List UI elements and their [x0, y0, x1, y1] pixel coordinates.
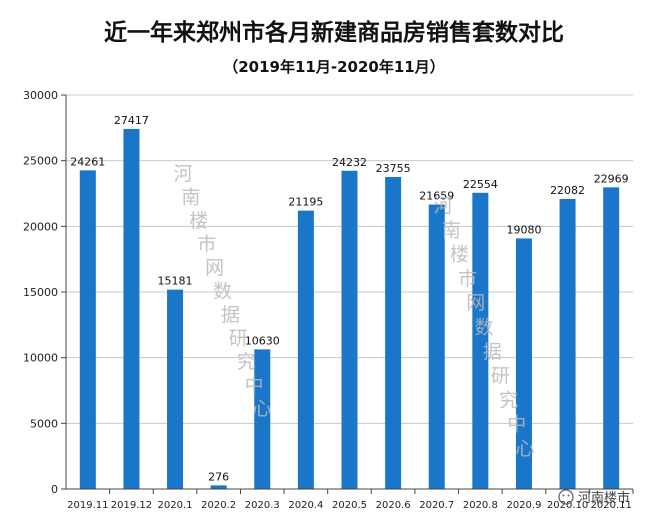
x-tick-label: 2020.8	[463, 500, 498, 511]
x-axis: 2019.11 2019.12 2020.1 2020.2 2020.3 2020.4 20…	[66, 488, 634, 511]
data-label: 22082	[550, 184, 585, 197]
watermark-right-char: 南	[442, 219, 461, 241]
watermark-left-char: 楼	[189, 210, 208, 232]
watermark-right-char: 楼	[450, 244, 469, 266]
source-logo: 河南楼市	[558, 489, 630, 506]
x-tick-label: 2020.2	[201, 500, 236, 511]
data-label: 23755	[376, 162, 411, 175]
chart-subtitle: （2019年11月-2020年11月）	[223, 58, 444, 76]
watermark-right-char: 河	[433, 195, 452, 217]
chart-title: 近一年来郑州市各月新建商品房销售套数对比	[104, 19, 564, 46]
bar	[603, 187, 620, 490]
data-label: 24232	[332, 156, 367, 169]
watermark-right-char: 中	[507, 414, 526, 436]
data-label: 21659	[419, 190, 454, 203]
watermark-right-char: 究	[499, 389, 518, 411]
data-label: 276	[208, 470, 229, 483]
watermark-left-char: 心	[252, 398, 271, 420]
bar	[210, 485, 227, 489]
wechat-icon-eye-left	[562, 494, 565, 497]
bar	[123, 128, 140, 489]
bar	[559, 198, 576, 489]
watermark-left-char: 网	[205, 257, 224, 279]
bar	[79, 170, 96, 489]
x-tick-label: 2020.9	[506, 500, 541, 511]
x-tick-label: 2020.7	[419, 500, 454, 511]
watermark-left-char: 数	[213, 281, 232, 303]
data-label: 21195	[288, 196, 323, 209]
data-label: 24261	[70, 155, 105, 168]
watermark-left-char: 究	[237, 351, 256, 373]
bar	[254, 349, 271, 489]
y-tick-label: 30000	[23, 89, 58, 102]
wechat-icon-eye-right	[567, 494, 570, 497]
watermark-left-char: 中	[245, 375, 264, 397]
data-labels: 24261 27417 15181 276 10630 21195 24232 23755 21…	[70, 114, 628, 483]
logo-text: 河南楼市	[578, 490, 630, 506]
data-label: 22554	[463, 178, 498, 191]
watermark-left-char: 市	[197, 234, 216, 256]
bar	[515, 238, 532, 489]
data-label: 15181	[158, 275, 193, 288]
bar	[428, 204, 445, 489]
y-tick-label: 20000	[23, 220, 58, 233]
watermark-left-char: 研	[229, 328, 248, 350]
watermark-right-char: 据	[483, 341, 502, 363]
x-tick-label: 2020.11	[591, 500, 632, 511]
y-tick-label: 25000	[23, 155, 58, 168]
x-tick-label: 2020.10	[547, 500, 588, 511]
watermark-left-char: 南	[181, 187, 200, 209]
x-tick-label: 2019.12	[111, 500, 152, 511]
x-tick-label: 2020.4	[288, 500, 323, 511]
watermark-left-char: 据	[221, 304, 240, 326]
watermark-right-char: 网	[466, 292, 485, 314]
bars	[79, 128, 620, 490]
x-tick-label: 2020.3	[245, 500, 280, 511]
data-label: 27417	[114, 114, 149, 127]
bar	[167, 289, 184, 489]
y-tick-label: 5000	[30, 417, 58, 430]
bar	[472, 192, 489, 489]
y-tick-label: 10000	[23, 352, 58, 365]
x-tick-label: 2020.6	[376, 500, 411, 511]
watermark-right-char: 数	[474, 317, 493, 339]
watermark-right-char: 研	[491, 365, 510, 387]
x-tick-label: 2020.5	[332, 500, 367, 511]
watermark-right-char: 心	[515, 438, 534, 460]
bar	[341, 170, 358, 490]
x-tick-label: 2020.1	[158, 500, 193, 511]
y-tick-label: 15000	[23, 286, 58, 299]
data-label: 10630	[245, 334, 280, 347]
watermark-left-char: 河	[173, 163, 192, 185]
data-label: 22969	[594, 172, 629, 185]
bar	[297, 210, 314, 489]
wechat-icon	[558, 489, 574, 505]
bar	[385, 177, 402, 489]
x-tick-label: 2019.11	[67, 500, 108, 511]
watermark-right-char: 市	[458, 268, 477, 290]
y-tick-label: 0	[51, 483, 58, 496]
data-label: 19080	[506, 223, 541, 236]
y-axis: 0 5000 10000 15000 20000 25000 30000	[23, 89, 67, 496]
